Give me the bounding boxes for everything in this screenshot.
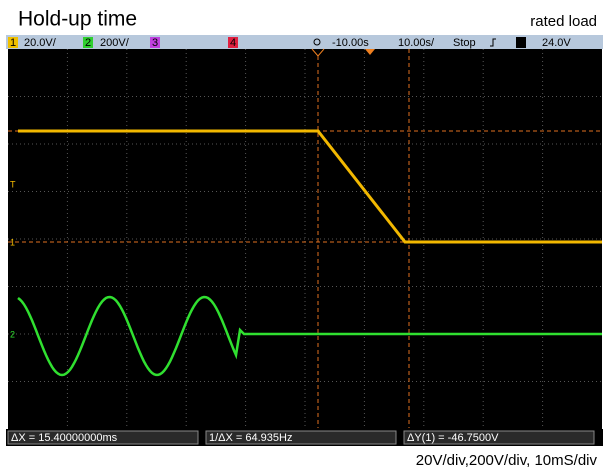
measurement: ΔY(1) = -46.7500V (407, 432, 499, 444)
measure-box (403, 430, 595, 445)
ch1-waveform (18, 129, 602, 244)
ch1-marker: 1 (10, 237, 15, 247)
ch3-box (150, 37, 160, 48)
trigger-source-box (516, 37, 526, 48)
ch2-box (83, 37, 93, 48)
ch2-waveform (17, 295, 602, 377)
delay-icon (313, 38, 321, 46)
title: Hold-up time (18, 8, 137, 31)
trigger-icon (490, 38, 496, 47)
trigger-marker (365, 49, 375, 55)
timebase: 10.00s/ (398, 37, 435, 49)
run-state: Stop (453, 37, 476, 49)
ch2-number: 2 (85, 37, 91, 49)
measurement: 1/ΔX = 64.935Hz (209, 432, 292, 444)
ch1-number: 1 (10, 37, 16, 49)
trigger-level-marker: T (10, 179, 16, 189)
ch1-box (8, 37, 18, 48)
delay: -10.00s (332, 37, 369, 49)
note: rated load (530, 13, 597, 30)
ch1-scale: 20.0V/ (24, 37, 57, 49)
ch2-scale: 200V/ (100, 37, 130, 49)
ch2-marker: 2 (10, 329, 15, 339)
ch3-number: 3 (152, 37, 158, 49)
measure-box (205, 430, 397, 445)
trigger-source: 1 (518, 37, 524, 49)
caption: 20V/div,200V/div, 10mS/div (416, 452, 598, 469)
status-bar (6, 35, 603, 49)
ch4-number: 4 (230, 37, 236, 49)
trigger-level: 24.0V (542, 37, 571, 49)
measurement: ΔX = 15.40000000ms (11, 432, 118, 444)
ch4-box (228, 37, 238, 48)
measure-box (7, 430, 199, 445)
